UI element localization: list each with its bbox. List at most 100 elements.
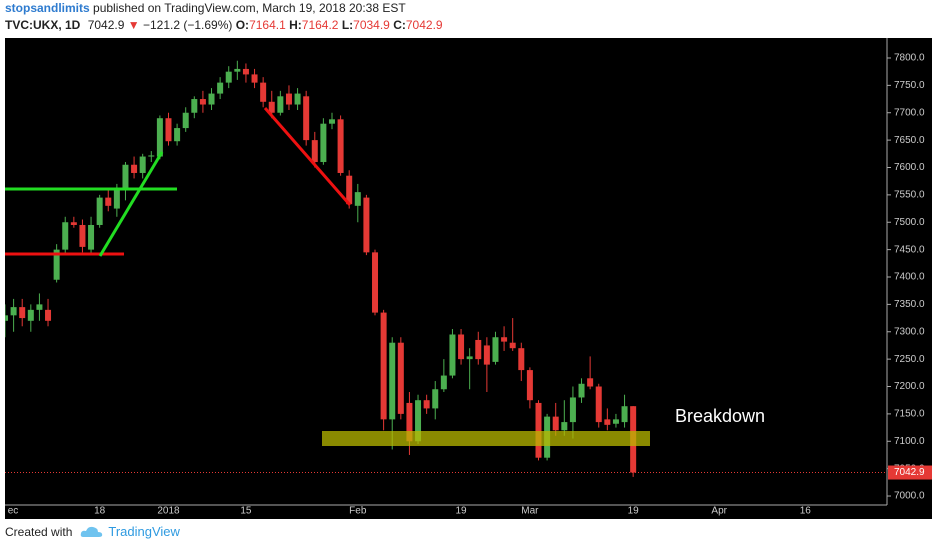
candle-body (277, 96, 284, 113)
drawings (5, 107, 650, 446)
candle-body (131, 164, 138, 173)
candle-body (53, 249, 60, 280)
candle-body (337, 119, 344, 173)
candle-body (19, 307, 26, 319)
candle-body (79, 224, 86, 247)
header: stopsandlimits published on TradingView.… (5, 0, 925, 38)
y-tick-label: 7500.0 (894, 217, 925, 228)
candle-body (363, 197, 370, 253)
candle-body (346, 175, 353, 205)
x-tick-label: 18 (94, 506, 106, 517)
close: 7042.9 (405, 18, 443, 32)
candle-body (578, 383, 585, 398)
candle-body (303, 96, 310, 141)
candle-body (199, 99, 206, 105)
candle-body (36, 304, 43, 310)
candle-body (122, 164, 129, 190)
support-zone (322, 431, 650, 446)
candle-body (27, 309, 34, 321)
x-tick-label: 2018 (157, 506, 180, 517)
header-line: stopsandlimits published on TradingView.… (5, 0, 925, 17)
candle-body (423, 400, 430, 409)
candle-body (139, 156, 146, 173)
x-tick-label: Feb (349, 506, 367, 517)
candle-body (88, 224, 95, 250)
y-tick-label: 7150.0 (894, 409, 925, 420)
x-tick-label: 19 (628, 506, 640, 517)
candle-body (45, 309, 52, 321)
candle-body (62, 222, 69, 250)
candle-body (182, 112, 189, 129)
y-tick-label: 7650.0 (894, 135, 925, 146)
candle-body (501, 337, 508, 342)
l-label: L: (341, 18, 354, 32)
trend-line (98, 151, 164, 257)
candle-body (105, 197, 112, 206)
x-tick-label: Apr (711, 506, 727, 517)
y-tick-label: 7350.0 (894, 299, 925, 310)
chart: Breakdown 7000.07050.07100.07150.07200.0… (5, 38, 932, 519)
y-tick-label: 7100.0 (894, 436, 925, 447)
candle-body (432, 389, 439, 409)
trend-line (263, 107, 352, 206)
c-label: C: (393, 18, 406, 32)
y-tick-label: 7250.0 (894, 354, 925, 365)
candle-body (260, 82, 267, 102)
arrow: ▼ (127, 18, 140, 32)
candle-body (604, 419, 611, 425)
open: 7164.1 (249, 18, 286, 32)
candle-body (285, 93, 292, 105)
high: 7164.2 (301, 18, 339, 32)
candle-body (328, 119, 335, 124)
candle-body (165, 118, 172, 142)
x-tick-label: 16 (800, 506, 812, 517)
published: published on TradingView.com, March 19, … (93, 1, 406, 15)
y-tick-label: 7750.0 (894, 80, 925, 91)
candle-body (354, 192, 361, 206)
candle-body (225, 71, 232, 83)
candle-body (96, 197, 103, 225)
candle-body (268, 101, 275, 113)
logo (81, 526, 103, 537)
last-price-label: 7042.9 (894, 467, 925, 478)
candle-body (234, 68, 241, 72)
candle-body (440, 375, 447, 390)
y-tick-label: 7300.0 (894, 326, 925, 337)
price: 7042.9 (87, 18, 125, 32)
x-tick-label: ec (8, 506, 19, 517)
candle-body (535, 402, 542, 458)
x-tick-label: 19 (455, 506, 467, 517)
candle-body (621, 406, 628, 423)
candle-body (415, 400, 422, 442)
candle-body (191, 99, 198, 113)
candle-body (174, 128, 181, 142)
candle-body (294, 93, 301, 105)
candle-body (372, 252, 379, 313)
candle-body (406, 402, 413, 442)
candle-body (380, 312, 387, 420)
candle-body (156, 118, 163, 157)
created-with: Created with (5, 524, 73, 539)
candle-body (70, 222, 77, 225)
candle-body (208, 93, 215, 105)
candle-body (311, 140, 318, 163)
candle-body (612, 419, 619, 424)
candle-body (113, 189, 120, 209)
author: stopsandlimits (5, 1, 90, 15)
candle-body (397, 342, 404, 414)
y-tick-label: 7000.0 (894, 491, 925, 502)
candle-body (492, 337, 499, 362)
y-tick-label: 7450.0 (894, 244, 925, 255)
candle-body (389, 342, 396, 420)
footer: Created with TradingView (5, 524, 180, 539)
candle-body (5, 315, 9, 321)
candle-body (483, 345, 490, 365)
o-label: O: (235, 18, 250, 32)
candle-body (475, 339, 482, 360)
x-tick-label: 15 (240, 506, 252, 517)
low: 7034.9 (353, 18, 390, 32)
y-tick-label: 7400.0 (894, 272, 925, 283)
annotation: Breakdown (675, 406, 765, 426)
y-tick-label: 7700.0 (894, 107, 925, 118)
candle-body (587, 378, 594, 387)
